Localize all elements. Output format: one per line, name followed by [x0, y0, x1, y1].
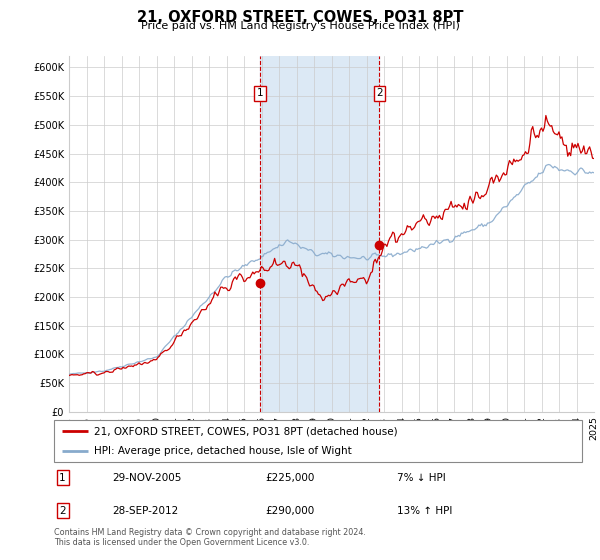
Text: 2: 2: [376, 88, 383, 99]
Text: 2: 2: [59, 506, 66, 516]
FancyBboxPatch shape: [54, 420, 582, 462]
Bar: [260, 56, 379, 412]
Text: 7% ↓ HPI: 7% ↓ HPI: [397, 473, 446, 483]
Text: £290,000: £290,000: [265, 506, 314, 516]
Text: 1: 1: [59, 473, 66, 483]
Text: HPI: Average price, detached house, Isle of Wight: HPI: Average price, detached house, Isle…: [94, 446, 352, 456]
Text: Contains HM Land Registry data © Crown copyright and database right 2024.
This d: Contains HM Land Registry data © Crown c…: [54, 528, 366, 547]
Text: 28-SEP-2012: 28-SEP-2012: [112, 506, 178, 516]
Text: 13% ↑ HPI: 13% ↑ HPI: [397, 506, 452, 516]
Text: 29-NOV-2005: 29-NOV-2005: [112, 473, 181, 483]
Text: 21, OXFORD STREET, COWES, PO31 8PT: 21, OXFORD STREET, COWES, PO31 8PT: [137, 10, 463, 25]
Text: 21, OXFORD STREET, COWES, PO31 8PT (detached house): 21, OXFORD STREET, COWES, PO31 8PT (deta…: [94, 426, 397, 436]
Text: £225,000: £225,000: [265, 473, 314, 483]
Text: 1: 1: [257, 88, 263, 99]
Text: Price paid vs. HM Land Registry's House Price Index (HPI): Price paid vs. HM Land Registry's House …: [140, 21, 460, 31]
